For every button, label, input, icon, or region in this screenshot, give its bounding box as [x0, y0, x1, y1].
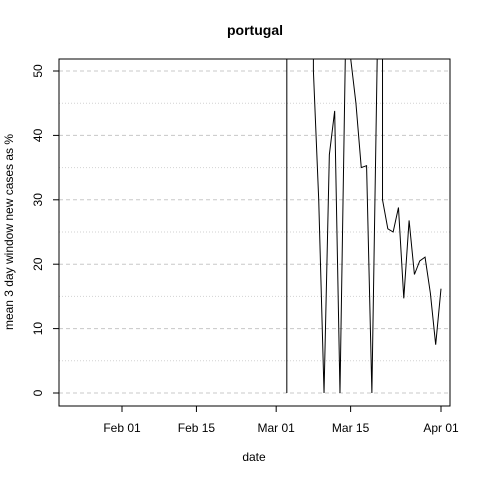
y-axis: 0 10 20 30 40 50 — [31, 64, 60, 396]
chart-title: portugal — [227, 22, 283, 38]
y-tick-label: 50 — [31, 64, 45, 78]
x-tick-label: Feb 01 — [103, 421, 141, 435]
y-tick-label: 20 — [31, 257, 45, 271]
x-tick-label: Apr 01 — [423, 421, 459, 435]
x-tick-label: Feb 15 — [178, 421, 216, 435]
y-tick-label: 10 — [31, 322, 45, 336]
x-tick-label: Mar 15 — [332, 421, 370, 435]
x-tick-label: Mar 01 — [258, 421, 296, 435]
series-line-0 — [286, 59, 442, 394]
y-axis-label: mean 3 day window new cases as % — [2, 134, 16, 330]
x-axis: Feb 01 Feb 15 Mar 01 Mar 15 Apr 01 — [103, 405, 459, 435]
y-tick-label: 40 — [31, 128, 45, 142]
gridlines — [59, 70, 450, 394]
data-series — [286, 59, 442, 394]
x-axis-label: date — [242, 450, 266, 464]
y-tick-label: 0 — [31, 389, 45, 396]
y-tick-label: 30 — [31, 193, 45, 207]
